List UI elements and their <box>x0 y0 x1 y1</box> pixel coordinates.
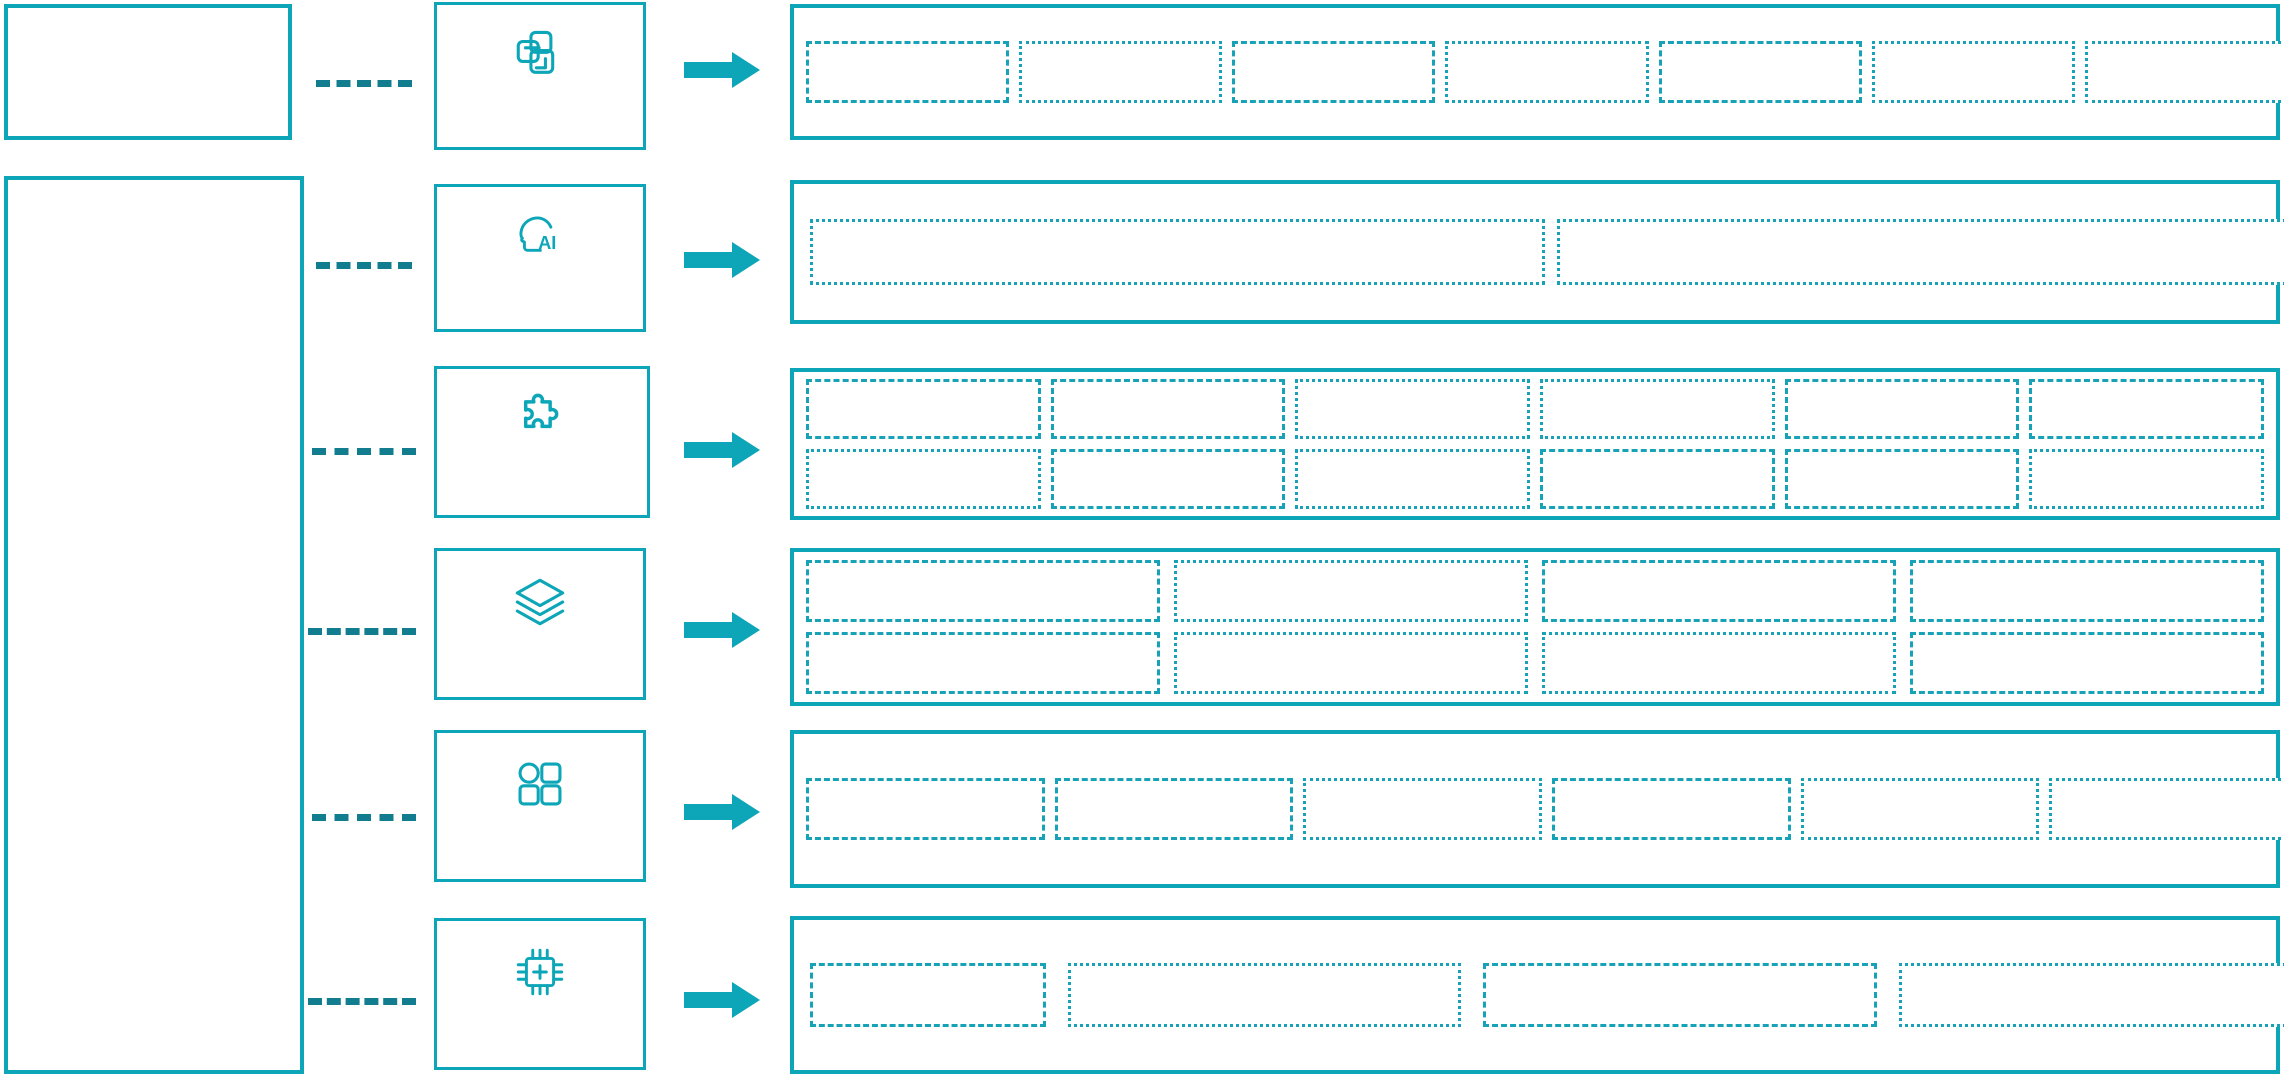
placeholder-cell[interactable] <box>1174 632 1528 694</box>
icon-tile-row-1[interactable] <box>434 2 646 150</box>
content-panel-row-6[interactable] <box>790 916 2284 1074</box>
chip-plus-icon <box>511 943 569 1001</box>
placeholder-cell[interactable] <box>1540 379 1775 439</box>
panel-cell-row <box>806 632 2264 694</box>
placeholder-cell[interactable] <box>1054 778 1294 840</box>
placeholder-cell[interactable] <box>1784 379 2020 439</box>
placeholder-cell[interactable] <box>1019 41 1223 103</box>
layers-stack-icon <box>511 573 569 631</box>
connector-row-6 <box>308 998 416 1005</box>
icon-tile-row-5[interactable] <box>434 730 646 882</box>
placeholder-cell[interactable] <box>1295 379 1531 439</box>
placeholder-cell[interactable] <box>2084 41 2284 103</box>
content-panel-row-4[interactable] <box>790 548 2280 706</box>
arrow-row-5 <box>684 790 762 834</box>
placeholder-cell[interactable] <box>2049 778 2284 840</box>
apps-grid-icon <box>511 755 569 813</box>
arrow-row-3 <box>684 428 762 472</box>
connector-row-2 <box>316 262 412 269</box>
ai-head-icon: AI <box>511 209 569 267</box>
icon-tile-row-4[interactable] <box>434 548 646 700</box>
connector-row-1 <box>316 80 412 87</box>
content-panel-row-1[interactable] <box>790 4 2284 140</box>
panel-cell-row <box>794 778 2284 840</box>
placeholder-cell[interactable] <box>1540 449 1775 509</box>
placeholder-cell[interactable] <box>810 963 1046 1027</box>
placeholder-cell[interactable] <box>1050 449 1286 509</box>
arrow-row-2 <box>684 238 762 282</box>
panel-cell-row <box>794 963 2284 1027</box>
content-panel-row-3[interactable] <box>790 368 2280 520</box>
connector-row-5 <box>312 814 416 821</box>
connector-row-4 <box>308 628 416 635</box>
placeholder-cell[interactable] <box>1542 560 1896 622</box>
connector-row-3 <box>312 448 416 455</box>
placeholder-cell[interactable] <box>806 41 1010 103</box>
placeholder-cell[interactable] <box>1552 778 1791 840</box>
placeholder-cell[interactable] <box>1871 41 2075 103</box>
placeholder-cell[interactable] <box>1910 560 2264 622</box>
copy-windows-icon <box>511 27 569 85</box>
placeholder-cell[interactable] <box>1784 449 2020 509</box>
left-main-panel[interactable] <box>4 176 304 1074</box>
panel-cell-row <box>794 41 2284 103</box>
arrow-row-1 <box>684 48 762 92</box>
placeholder-cell[interactable] <box>1232 41 1436 103</box>
panel-cell-row <box>794 219 2284 285</box>
panel-cell-row <box>806 449 2265 509</box>
placeholder-cell[interactable] <box>2029 449 2265 509</box>
placeholder-cell[interactable] <box>1658 41 1862 103</box>
placeholder-cell[interactable] <box>810 219 1545 285</box>
placeholder-cell[interactable] <box>1068 963 1462 1027</box>
content-panel-row-2[interactable] <box>790 180 2284 324</box>
placeholder-cell[interactable] <box>1483 963 1877 1027</box>
panel-cell-row <box>806 379 2265 439</box>
content-panel-row-5[interactable] <box>790 730 2284 888</box>
left-top-panel[interactable] <box>4 4 292 140</box>
arrow-row-4 <box>684 608 762 652</box>
icon-tile-row-3[interactable] <box>434 366 650 518</box>
icon-tile-row-6[interactable] <box>434 918 646 1070</box>
placeholder-cell[interactable] <box>1174 560 1528 622</box>
icon-tile-row-2[interactable]: AI <box>434 184 646 332</box>
placeholder-cell[interactable] <box>1542 632 1896 694</box>
placeholder-cell[interactable] <box>806 778 1045 840</box>
placeholder-cell[interactable] <box>1557 219 2284 285</box>
placeholder-cell[interactable] <box>1910 632 2264 694</box>
placeholder-cell[interactable] <box>806 632 1160 694</box>
panel-cell-row <box>806 560 2264 622</box>
placeholder-cell[interactable] <box>1295 449 1531 509</box>
placeholder-cell[interactable] <box>2029 379 2265 439</box>
placeholder-cell[interactable] <box>1050 379 1286 439</box>
placeholder-cell[interactable] <box>1898 963 2284 1027</box>
puzzle-piece-icon <box>513 391 571 449</box>
placeholder-cell[interactable] <box>1800 778 2040 840</box>
placeholder-cell[interactable] <box>1445 41 1649 103</box>
arrow-row-6 <box>684 978 762 1022</box>
placeholder-cell[interactable] <box>806 449 1041 509</box>
placeholder-cell[interactable] <box>806 560 1160 622</box>
placeholder-cell[interactable] <box>806 379 1041 439</box>
placeholder-cell[interactable] <box>1303 778 1543 840</box>
svg-text:AI: AI <box>538 233 556 253</box>
